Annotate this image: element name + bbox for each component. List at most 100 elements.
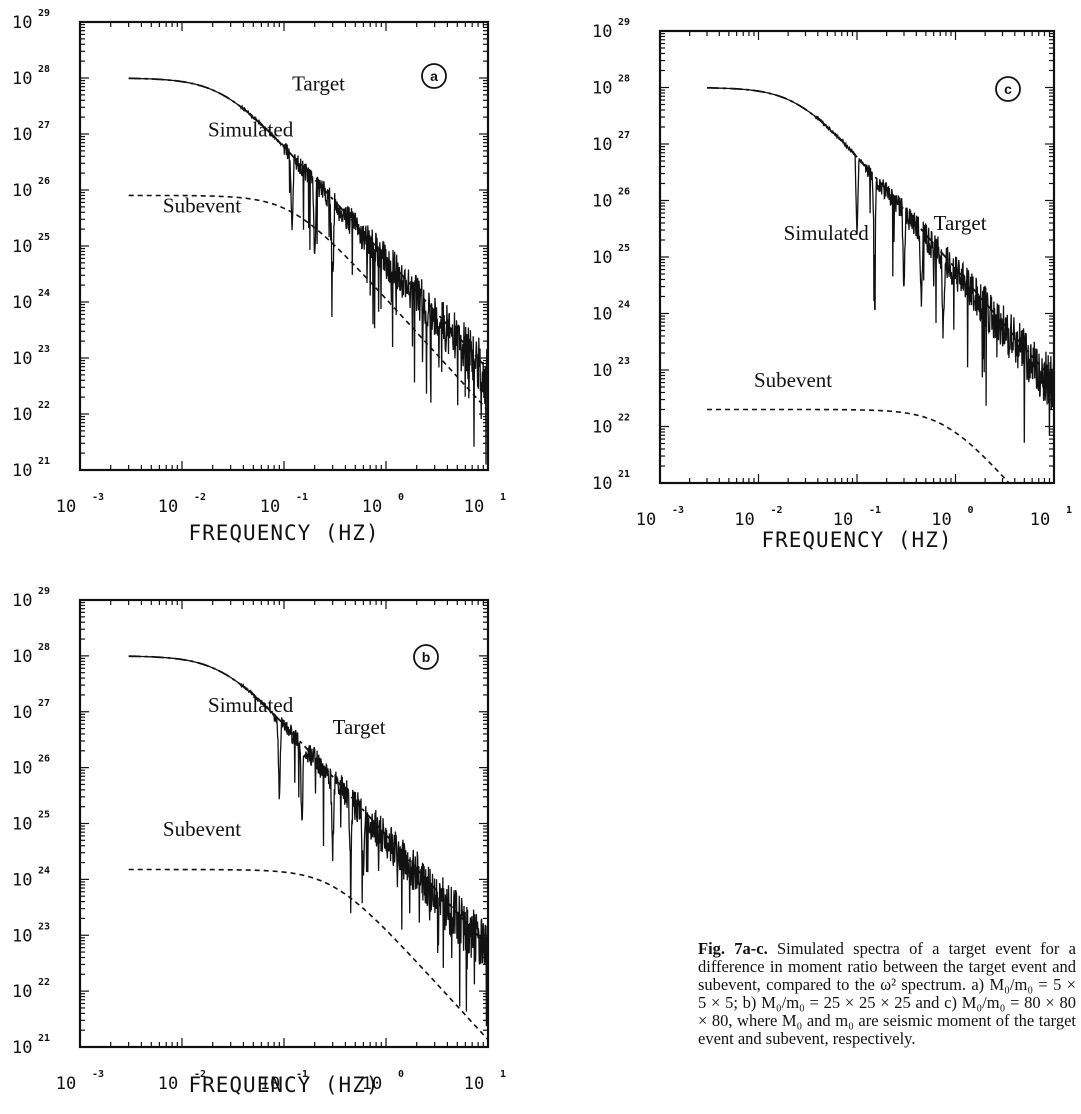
y-tick-base: 10 xyxy=(592,474,612,494)
y-tick-base: 10 xyxy=(12,982,32,1002)
y-tick-label: 10 24 xyxy=(12,865,50,890)
x-tick-exponent: -1 xyxy=(296,492,308,503)
x-tick-exponent: -2 xyxy=(194,492,206,503)
y-tick-label: 10 27 xyxy=(12,698,50,723)
x-tick-base: 10 xyxy=(833,510,853,530)
y-tick-base: 10 xyxy=(12,13,32,33)
x-tick-label: 10 0 xyxy=(931,505,973,530)
y-tick-exponent: 21 xyxy=(618,469,630,480)
panel-letter: b xyxy=(422,649,431,665)
x-tick-label: 10 1 xyxy=(464,1069,506,1094)
y-tick-base: 10 xyxy=(12,461,32,481)
series-subevent-line xyxy=(707,408,1010,483)
x-tick-base: 10 xyxy=(362,1074,382,1094)
x-tick-exponent: 1 xyxy=(500,492,506,503)
y-tick-base: 10 xyxy=(592,79,612,99)
y-tick-base: 10 xyxy=(12,405,32,425)
annotation-subevent: Subevent xyxy=(163,817,241,841)
x-tick-label: 10 -1 xyxy=(833,505,881,530)
x-tick-base: 10 xyxy=(464,1074,484,1094)
x-tick-label: 10 -3 xyxy=(56,1069,104,1094)
y-tick-base: 10 xyxy=(12,759,32,779)
y-tick-label: 10 29 xyxy=(592,17,630,42)
annotation-target: Target xyxy=(934,211,987,235)
y-tick-exponent: 24 xyxy=(38,288,50,299)
y-tick-label: 10 22 xyxy=(592,413,630,438)
plot-frame xyxy=(78,20,490,472)
x-tick-label: 10 -1 xyxy=(260,492,308,517)
x-tick-label: 10 -3 xyxy=(636,505,684,530)
y-tick-base: 10 xyxy=(12,237,32,257)
panel-letter: a xyxy=(430,68,438,84)
y-tick-exponent: 29 xyxy=(618,17,630,28)
y-tick-label: 10 28 xyxy=(12,642,50,667)
y-tick-label: 10 21 xyxy=(12,1033,50,1058)
x-tick-exponent: 1 xyxy=(1066,505,1072,516)
series-simulated-line xyxy=(128,77,488,465)
x-tick-base: 10 xyxy=(931,510,951,530)
y-tick-exponent: 25 xyxy=(618,243,630,254)
y-tick-label: 10 21 xyxy=(592,469,630,494)
x-axis-label: FREQUENCY (HZ) xyxy=(188,521,379,545)
y-tick-base: 10 xyxy=(12,181,32,201)
y-tick-exponent: 28 xyxy=(38,642,50,653)
y-tick-base: 10 xyxy=(592,135,612,155)
panel-letter-circle xyxy=(413,644,439,670)
x-tick-label: 10 -3 xyxy=(56,492,104,517)
series-simulated-line xyxy=(707,87,1054,443)
y-tick-label: 10 28 xyxy=(12,64,50,89)
y-tick-label: 10 26 xyxy=(12,754,50,779)
y-tick-base: 10 xyxy=(12,870,32,890)
y-tick-label: 10 28 xyxy=(592,74,630,99)
x-tick-label: 10 -1 xyxy=(260,1069,308,1094)
x-axis-label: FREQUENCY (HZ) xyxy=(761,528,952,552)
y-tick-base: 10 xyxy=(12,926,32,946)
x-tick-base: 10 xyxy=(56,497,76,517)
x-tick-label: 10 -2 xyxy=(734,505,782,530)
y-tick-label: 10 23 xyxy=(12,921,50,946)
y-tick-base: 10 xyxy=(12,647,32,667)
tick-marks xyxy=(659,31,1054,484)
x-tick-label: 10 0 xyxy=(362,1069,404,1094)
annotation-simulated: Simulated xyxy=(208,118,294,142)
y-tick-base: 10 xyxy=(12,69,32,89)
y-tick-label: 10 27 xyxy=(592,130,630,155)
y-tick-label: 10 25 xyxy=(12,810,50,835)
x-tick-exponent: -1 xyxy=(869,505,881,516)
y-tick-base: 10 xyxy=(12,1038,32,1058)
y-tick-label: 10 23 xyxy=(12,344,50,369)
panel-letter-badge: c xyxy=(995,76,1021,102)
annotation-target: Target xyxy=(292,71,345,95)
y-tick-base: 10 xyxy=(12,293,32,313)
caption-label: Fig. 7a-c. xyxy=(698,939,768,958)
y-tick-exponent: 25 xyxy=(38,810,50,821)
y-tick-base: 10 xyxy=(12,591,32,611)
y-tick-exponent: 26 xyxy=(38,754,50,765)
x-tick-exponent: 0 xyxy=(968,505,974,516)
y-tick-base: 10 xyxy=(12,703,32,723)
y-tick-exponent: 23 xyxy=(38,344,50,355)
y-tick-label: 10 22 xyxy=(12,977,50,1002)
x-tick-label: 10 0 xyxy=(362,492,404,517)
x-tick-label: 10 1 xyxy=(1030,505,1072,530)
x-tick-exponent: -3 xyxy=(92,492,104,503)
x-tick-exponent: -3 xyxy=(92,1069,104,1080)
x-tick-base: 10 xyxy=(734,510,754,530)
y-tick-label: 10 26 xyxy=(592,187,630,212)
y-tick-label: 10 22 xyxy=(12,400,50,425)
y-tick-exponent: 22 xyxy=(618,413,630,424)
x-tick-base: 10 xyxy=(260,1074,280,1094)
annotation-simulated: Simulated xyxy=(784,221,870,245)
y-tick-base: 10 xyxy=(592,248,612,268)
series-simulated-line xyxy=(128,655,488,1027)
y-tick-exponent: 24 xyxy=(38,865,50,876)
y-tick-label: 10 27 xyxy=(12,120,50,145)
x-tick-exponent: -1 xyxy=(296,1069,308,1080)
y-tick-base: 10 xyxy=(592,192,612,212)
y-tick-exponent: 26 xyxy=(38,176,50,187)
caption-text: Simulated spectra of a target event for … xyxy=(698,939,1076,1048)
x-tick-base: 10 xyxy=(260,497,280,517)
